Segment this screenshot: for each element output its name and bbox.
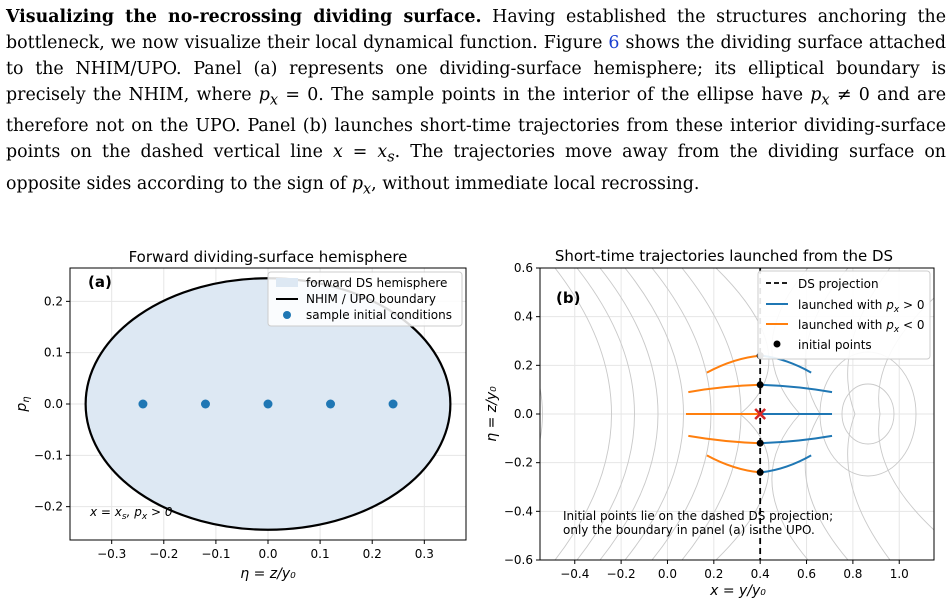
panel-a-tag: (a) <box>88 273 112 291</box>
panel-b-ticks: −0.4 −0.2 0.0 0.2 0.4 0.6 0.8 1.0 0.6 0.4 0.2 0.0 −0… <box>504 261 909 581</box>
trajectories <box>686 354 833 474</box>
body-paragraph: Visualizing the no-recrossing dividing s… <box>6 4 946 202</box>
y-tick-label: 0.2 <box>514 358 533 372</box>
legend-box <box>757 270 931 360</box>
legend-label: launched with px > 0 <box>798 298 924 315</box>
figure-6: Forward dividing-surface hemisphere −0.3… <box>14 247 935 599</box>
sample-point <box>138 399 148 409</box>
trajectory-px-negative <box>706 354 761 374</box>
x-tick-label: −0.2 <box>149 547 178 561</box>
trajectory-px-positive <box>760 383 833 394</box>
text-run: . The trajectories move away from the di… <box>6 142 946 194</box>
y-tick-label: 0.0 <box>44 397 63 411</box>
legend-dot-swatch <box>283 311 291 319</box>
x-tick-label: 0.0 <box>258 547 277 561</box>
panel-b-legend: DS projection launched with px > 0 launc… <box>757 270 931 360</box>
panel-b-xlabel: x = y/y₀ <box>709 583 766 599</box>
panel-b-ylabel: η = z/y₀ <box>484 386 500 442</box>
sample-point <box>200 399 210 409</box>
panel-a-legend: forward DS hemisphere NHIM / UPO boundar… <box>267 271 463 327</box>
legend-label: DS projection <box>798 277 879 291</box>
text-run: Having established the structures anchor… <box>6 7 946 53</box>
text-run: shows the dividing surface attached to t… <box>6 33 946 105</box>
x-tick-label: 0.4 <box>751 567 770 581</box>
panel-b: Short-time trajectories launched from th… <box>484 247 935 599</box>
y-tick-label: −0.4 <box>504 504 533 518</box>
legend-label: initial points <box>798 338 872 352</box>
text-run: . The sample points in the interior of t… <box>318 85 811 105</box>
initial-point <box>756 439 764 447</box>
y-tick-label: 0.6 <box>514 261 533 275</box>
panel-a-xlabel: η = z/y₀ <box>240 566 296 582</box>
x-tick-label: −0.3 <box>97 547 126 561</box>
upo-cross-mark <box>754 408 767 420</box>
panel-b-title: Short-time trajectories launched from th… <box>555 247 893 265</box>
x-tick-label: 0.8 <box>843 567 862 581</box>
trajectory-px-negative <box>688 383 761 394</box>
y-tick-label: −0.1 <box>34 448 63 462</box>
math-px-sign: px <box>351 173 372 198</box>
initial-point <box>756 468 764 476</box>
text-run: , without immediate local recrossing. <box>371 173 700 194</box>
x-tick-label: −0.2 <box>607 567 636 581</box>
paragraph-heading: Visualizing the no-recrossing dividing s… <box>6 7 482 27</box>
legend-box <box>267 271 463 327</box>
math-px-nonzero: px ≠ 0 <box>810 85 870 109</box>
panel-b-note-line2: only the boundary in panel (a) is the UP… <box>563 523 815 537</box>
sample-initial-conditions <box>138 399 398 409</box>
sample-point <box>326 399 336 409</box>
x-tick-label: 0.2 <box>704 567 723 581</box>
y-tick-label: 0.4 <box>514 310 533 324</box>
x-tick-label: 0.2 <box>363 547 382 561</box>
trajectory-px-negative <box>688 434 761 445</box>
sample-point <box>263 399 273 409</box>
panel-b-tag: (b) <box>556 289 580 307</box>
x-tick-label: −0.4 <box>560 567 589 581</box>
math-x-xs: x = xs <box>332 142 395 166</box>
sample-point <box>388 399 398 409</box>
legend-label: NHIM / UPO boundary <box>306 292 436 306</box>
panel-a-ticks: −0.3 −0.2 −0.1 0.0 0.1 0.2 0.3 0.2 0.1 0.0 −0.1 −0.… <box>34 294 434 561</box>
legend-point-swatch <box>773 340 781 348</box>
panel-a-title: Forward dividing-surface hemisphere <box>129 248 408 266</box>
panel-a-ylabel: pη <box>14 396 32 412</box>
y-tick-label: 0.0 <box>514 407 533 421</box>
figure-reference-link[interactable]: 6 <box>608 33 620 53</box>
y-tick-label: 0.2 <box>44 294 63 308</box>
legend-fill-swatch <box>276 278 298 287</box>
x-tick-label: −0.1 <box>201 547 230 561</box>
panel-b-note-line1: Initial points lie on the dashed DS proj… <box>563 509 833 523</box>
x-tick-label: 0.6 <box>797 567 816 581</box>
x-tick-label: 0.3 <box>415 547 434 561</box>
trajectory-px-positive <box>760 434 833 445</box>
y-tick-label: −0.2 <box>34 500 63 514</box>
y-tick-label: −0.6 <box>504 553 533 567</box>
text-run: and are therefore not on the UPO. Panel … <box>6 85 946 163</box>
panel-a-annotation: x = xs, px > 0 <box>89 505 173 522</box>
math-px: px = 0 <box>258 85 319 109</box>
x-tick-label: 0.0 <box>658 567 677 581</box>
x-tick-label: 1.0 <box>890 567 909 581</box>
legend-label: sample initial conditions <box>306 308 452 322</box>
legend-label: launched with px < 0 <box>798 318 924 335</box>
trajectory-px-negative <box>706 454 761 474</box>
trajectory-px-positive <box>760 454 812 474</box>
initial-point <box>756 381 764 389</box>
y-tick-label: −0.2 <box>504 456 533 470</box>
panel-a: Forward dividing-surface hemisphere −0.3… <box>14 248 467 582</box>
y-tick-label: 0.1 <box>44 346 63 360</box>
legend-label: forward DS hemisphere <box>306 276 447 290</box>
x-tick-label: 0.1 <box>311 547 330 561</box>
